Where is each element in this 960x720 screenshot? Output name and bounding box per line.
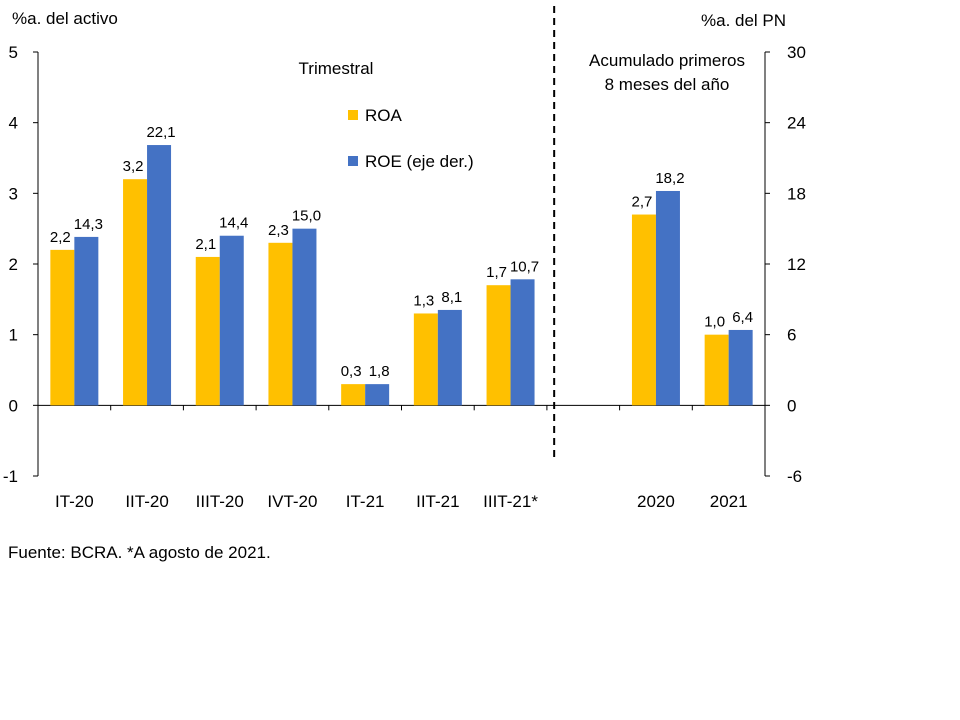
left-tick-label: -1	[3, 467, 18, 486]
chart-bars	[50, 145, 753, 406]
source-note: Fuente: BCRA. *A agosto de 2021.	[8, 543, 271, 562]
roe-bar	[510, 279, 535, 406]
left-tick-label: 0	[9, 396, 18, 415]
category-label: IT-20	[55, 492, 94, 511]
legend-label-roe: ROE (eje der.)	[365, 152, 474, 171]
roe-bar	[655, 190, 680, 406]
right-axis-unit-label: %a. del PN	[701, 11, 786, 30]
chart-legend: ROA ROE (eje der.)	[348, 106, 474, 171]
roa-bar	[704, 334, 729, 406]
roe-bar	[147, 145, 172, 406]
roa-bar	[341, 384, 366, 406]
roe-bar	[219, 235, 244, 406]
roe-data-label: 14,4	[219, 215, 248, 232]
roa-data-label: 1,0	[704, 314, 725, 331]
right-tick-label: 24	[787, 114, 806, 133]
roe-data-label: 6,4	[732, 309, 753, 326]
roa-data-label: 2,1	[195, 236, 216, 253]
roe-bar	[292, 228, 317, 406]
roe-bar	[365, 384, 390, 406]
right-tick-label: 18	[787, 184, 806, 203]
roa-data-label: 2,2	[50, 229, 71, 246]
annotation-cumulative-line1: Acumulado primeros	[589, 51, 745, 70]
legend-swatch-roe	[348, 156, 358, 166]
chart-data-labels: 2,214,3 3,222,1 2,114,4 2,315,0 0,3 1,8 1,3 8,1…	[50, 124, 753, 380]
left-tick-label: 3	[9, 184, 18, 203]
roa-bar	[268, 242, 293, 406]
annotation-quarterly: Trimestral	[299, 59, 374, 78]
roa-bar	[486, 285, 511, 406]
roe-bar	[74, 236, 99, 406]
roe-data-label: 14,3	[74, 216, 103, 233]
category-label: 2021	[710, 492, 748, 511]
roe-bar	[437, 309, 462, 406]
category-label: IT-21	[346, 492, 385, 511]
roa-bar	[413, 313, 438, 406]
category-label: IIIT-21*	[483, 492, 538, 511]
category-label: IVT-20	[267, 492, 317, 511]
legend-label-roa: ROA	[365, 106, 403, 125]
roe-data-label: 1,8	[369, 363, 390, 380]
right-tick-label: 30	[787, 43, 806, 62]
right-tick-label: 12	[787, 255, 806, 274]
roe-bar	[728, 329, 753, 406]
left-tick-label: 2	[9, 255, 18, 274]
roa-data-label: 1,3	[413, 292, 434, 309]
roa-bar	[123, 179, 148, 406]
roa-data-label: 2,7	[632, 194, 653, 211]
roa-data-label: 3,2	[123, 158, 144, 175]
right-tick-label: 6	[787, 326, 796, 345]
category-label: 2020	[637, 492, 675, 511]
roe-data-label: 8,1	[441, 289, 462, 306]
roe-data-label: 18,2	[655, 170, 684, 187]
roe-data-label: 15,0	[292, 208, 321, 225]
right-tick-label: -6	[787, 467, 802, 486]
left-tick-label: 1	[9, 326, 18, 345]
category-label: IIT-21	[416, 492, 459, 511]
roa-bar	[50, 249, 75, 406]
annotation-cumulative-line2: 8 meses del año	[605, 75, 730, 94]
left-tick-label: 4	[9, 114, 18, 133]
category-label: IIT-20	[125, 492, 168, 511]
left-tick-label: 5	[9, 43, 18, 62]
chart-annotations: Trimestral Acumulado primeros 8 meses del …	[299, 51, 745, 94]
roe-data-label: 10,7	[510, 258, 539, 275]
roa-bar	[631, 214, 656, 406]
roa-bar	[195, 256, 220, 406]
roe-data-label: 22,1	[146, 124, 175, 141]
roa-data-label: 2,3	[268, 222, 289, 239]
roa-data-label: 0,3	[341, 363, 362, 380]
category-label: IIIT-20	[196, 492, 244, 511]
legend-swatch-roa	[348, 110, 358, 120]
left-axis-unit-label: %a. del activo	[12, 9, 118, 28]
right-tick-label: 0	[787, 396, 796, 415]
roa-data-label: 1,7	[486, 264, 507, 281]
